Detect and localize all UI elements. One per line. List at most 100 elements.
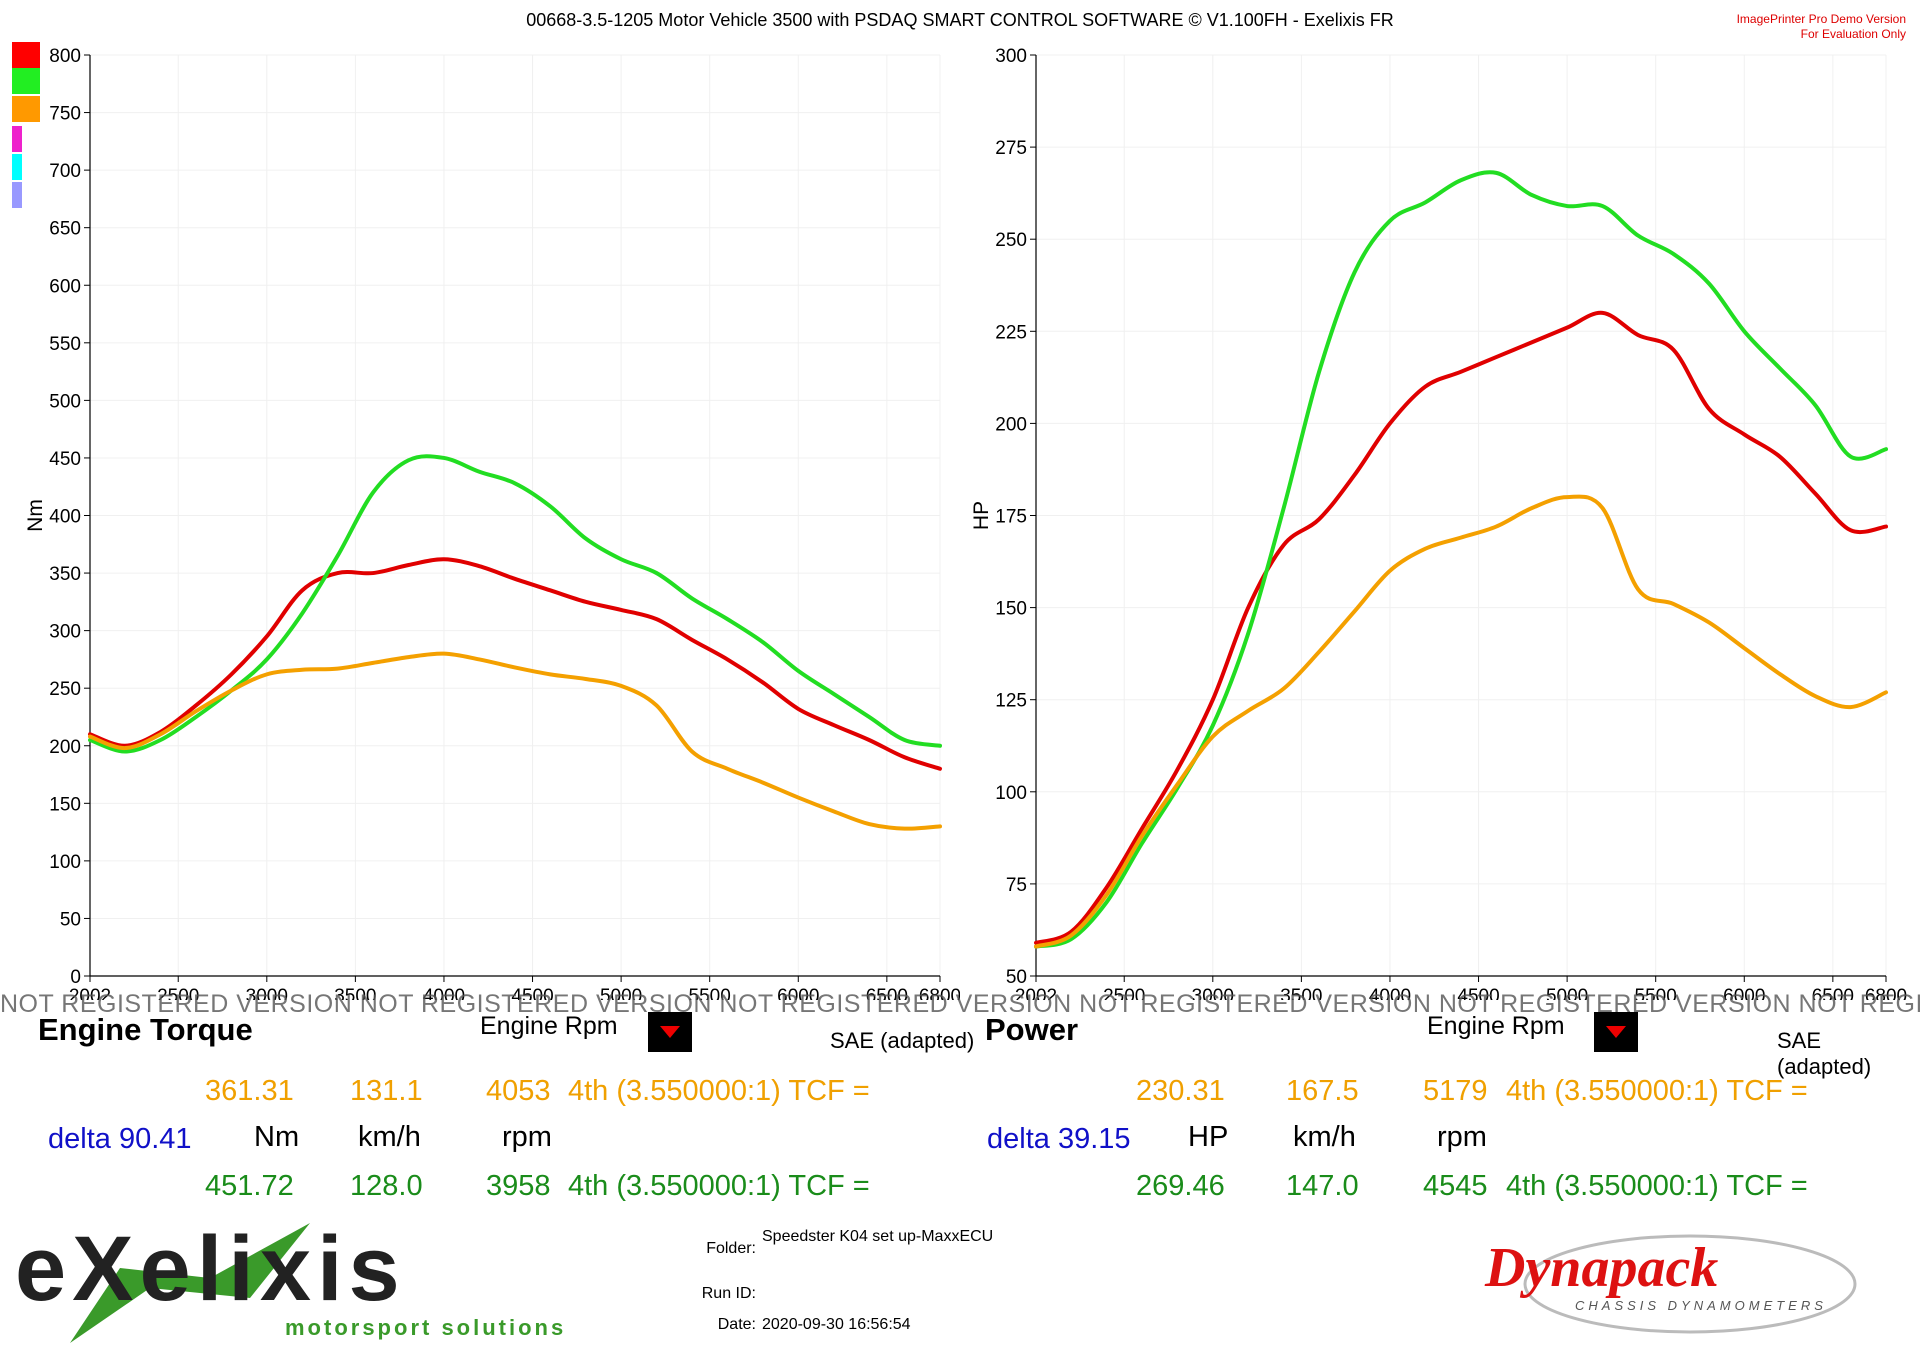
- torque-ytick-label-16: 800: [49, 46, 81, 67]
- torque-green-gear: 4th (3.550000:1) TCF =: [568, 1170, 870, 1202]
- power-xtick-label-3: 3500: [1280, 986, 1322, 1000]
- power-sae-label: SAE (adapted): [1777, 1028, 1872, 1079]
- torque-ytick-label-5: 250: [49, 679, 81, 700]
- legend-swatch-5: [12, 154, 22, 180]
- torque-ytick-label-15: 750: [49, 104, 81, 125]
- torque-sae-label: SAE (adapted): [830, 1028, 975, 1053]
- torque-ytick-label-4: 200: [49, 737, 81, 758]
- torque-xtick-label-10: 6800: [919, 986, 960, 1000]
- torque-rpm-dropdown-button[interactable]: [648, 1012, 692, 1052]
- power-orange-speed: 167.5: [1286, 1075, 1359, 1107]
- folder-value: Speedster K04 set up-MaxxECU: [762, 1228, 994, 1245]
- torque-xtick-label-3: 3500: [334, 986, 376, 1000]
- exelixis-tagline: motorsport solutions: [285, 1315, 566, 1340]
- chevron-down-icon: [1606, 1026, 1626, 1038]
- dynapack-ring: [1523, 1234, 1857, 1334]
- torque-xtick-label-5: 4500: [511, 986, 553, 1000]
- torque-orange-gear: 4th (3.550000:1) TCF =: [568, 1075, 870, 1107]
- power-xtick-label-5: 4500: [1457, 986, 1499, 1000]
- torque-orange-rpm: 4053: [486, 1075, 551, 1107]
- power-orange-rpm: 5179: [1423, 1075, 1488, 1107]
- power-ytick-label-5: 175: [995, 507, 1027, 528]
- power-xtick-label-9: 6500: [1812, 986, 1854, 1000]
- power-ytick-label-4: 150: [995, 599, 1027, 620]
- power-series-line-2: [1034, 170, 1888, 949]
- torque-delta: delta 90.41: [48, 1123, 192, 1155]
- torque-green-value: 451.72: [205, 1170, 294, 1202]
- torque-xtick-label-0: 2002: [69, 986, 111, 1000]
- legend-swatch-3: [12, 96, 40, 122]
- power-ytick-label-2: 100: [995, 783, 1027, 804]
- chevron-down-icon: [660, 1026, 680, 1038]
- power-xtick-label-1: 2500: [1103, 986, 1145, 1000]
- power-green-gear: 4th (3.550000:1) TCF =: [1506, 1170, 1808, 1202]
- power-rpm-dropdown-button[interactable]: [1594, 1012, 1638, 1052]
- torque-ytick-label-1: 50: [60, 909, 81, 930]
- dynapack-logo: Dynapack CHASSIS DYNAMOMETERS: [1484, 1234, 1857, 1334]
- power-panel-title: Power: [985, 1012, 1079, 1047]
- exelixis-swoosh-shape: [70, 1223, 310, 1343]
- power-orange-gear: 4th (3.550000:1) TCF =: [1506, 1075, 1808, 1107]
- power-delta: delta 39.15: [987, 1123, 1131, 1155]
- torque-xtick-label-2: 3000: [246, 986, 288, 1000]
- power-series-line-3: [1034, 494, 1888, 949]
- power-orange-value: 230.31: [1136, 1075, 1225, 1107]
- torque-ytick-label-10: 500: [49, 391, 81, 412]
- demo-watermark-note: ImagePrinter Pro Demo Version For Evalua…: [1706, 12, 1906, 42]
- power-xtick-label-4: 4000: [1369, 986, 1411, 1000]
- power-ytick-label-3: 125: [995, 691, 1027, 712]
- torque-ytick-label-13: 650: [49, 219, 81, 240]
- power-xtick-label-6: 5000: [1546, 986, 1588, 1000]
- power-rpm-selector-label: Engine Rpm: [1427, 1012, 1565, 1040]
- torque-xtick-label-9: 6500: [866, 986, 908, 1000]
- torque-ytick-label-2: 100: [49, 852, 81, 873]
- torque-xtick-label-4: 4000: [423, 986, 465, 1000]
- legend-swatch-1: [12, 42, 40, 68]
- torque-unit-nm: Nm: [254, 1121, 300, 1153]
- torque-green-rpm: 3958: [486, 1170, 551, 1202]
- torque-ytick-label-11: 550: [49, 334, 81, 355]
- power-series-line-1: [1034, 310, 1888, 945]
- torque-orange-speed: 131.1: [350, 1075, 423, 1107]
- torque-ytick-label-9: 450: [49, 449, 81, 470]
- torque-green-speed: 128.0: [350, 1170, 423, 1202]
- torque-xtick-label-6: 5000: [600, 986, 642, 1000]
- torque-rpm-selector-label: Engine Rpm: [480, 1012, 618, 1040]
- torque-orange-value: 361.31: [205, 1075, 294, 1107]
- power-unit-hp: HP: [1188, 1121, 1229, 1153]
- torque-unit-speed: km/h: [358, 1121, 421, 1153]
- folder-label: Folder:: [706, 1240, 756, 1257]
- power-ytick-label-7: 225: [995, 322, 1027, 343]
- power-unit-rpm: rpm: [1437, 1121, 1487, 1153]
- legend-swatch-2: [12, 68, 40, 94]
- power-ytick-label-0: 50: [1006, 967, 1027, 988]
- torque-series-line-3: [88, 651, 942, 831]
- exelixis-wordmark: eXelixis: [15, 1218, 406, 1320]
- power-xtick-label-0: 2002: [1015, 986, 1057, 1000]
- torque-xtick-label-7: 5500: [689, 986, 731, 1000]
- torque-ytick-label-12: 600: [49, 276, 81, 297]
- power-xtick-label-8: 6000: [1723, 986, 1765, 1000]
- power-green-speed: 147.0: [1286, 1170, 1359, 1202]
- torque-xtick-label-1: 2500: [157, 986, 199, 1000]
- exelixis-logo: eXelixis motorsport solutions: [15, 1218, 566, 1343]
- torque-ytick-label-3: 150: [49, 794, 81, 815]
- date-value: 2020-09-30 16:56:54: [762, 1316, 911, 1333]
- power-xtick-label-7: 5500: [1635, 986, 1677, 1000]
- torque-panel-title: Engine Torque: [38, 1012, 253, 1047]
- legend-swatch-4: [12, 126, 22, 152]
- power-ytick-label-6: 200: [995, 414, 1027, 435]
- dynapack-wordmark: Dynapack: [1484, 1237, 1718, 1299]
- power-green-rpm: 4545: [1423, 1170, 1488, 1202]
- demo-line-1: ImagePrinter Pro Demo Version: [1736, 12, 1906, 26]
- legend-swatch-6: [12, 182, 22, 208]
- power-chart: 50 75 100 125 150 175 200 225 250 275 300 2002 2500 3…: [970, 46, 1907, 1000]
- page-title: 00668-3.5-1205 Motor Vehicle 3500 with P…: [526, 10, 1394, 30]
- run-id-label: Run ID:: [701, 1285, 756, 1302]
- torque-ytick-label-0: 0: [70, 967, 81, 988]
- torque-series-line-1: [88, 557, 942, 771]
- power-ytick-label-10: 300: [995, 46, 1027, 67]
- power-unit-speed: km/h: [1293, 1121, 1356, 1153]
- torque-ytick-label-6: 300: [49, 622, 81, 643]
- torque-unit-rpm: rpm: [502, 1121, 552, 1153]
